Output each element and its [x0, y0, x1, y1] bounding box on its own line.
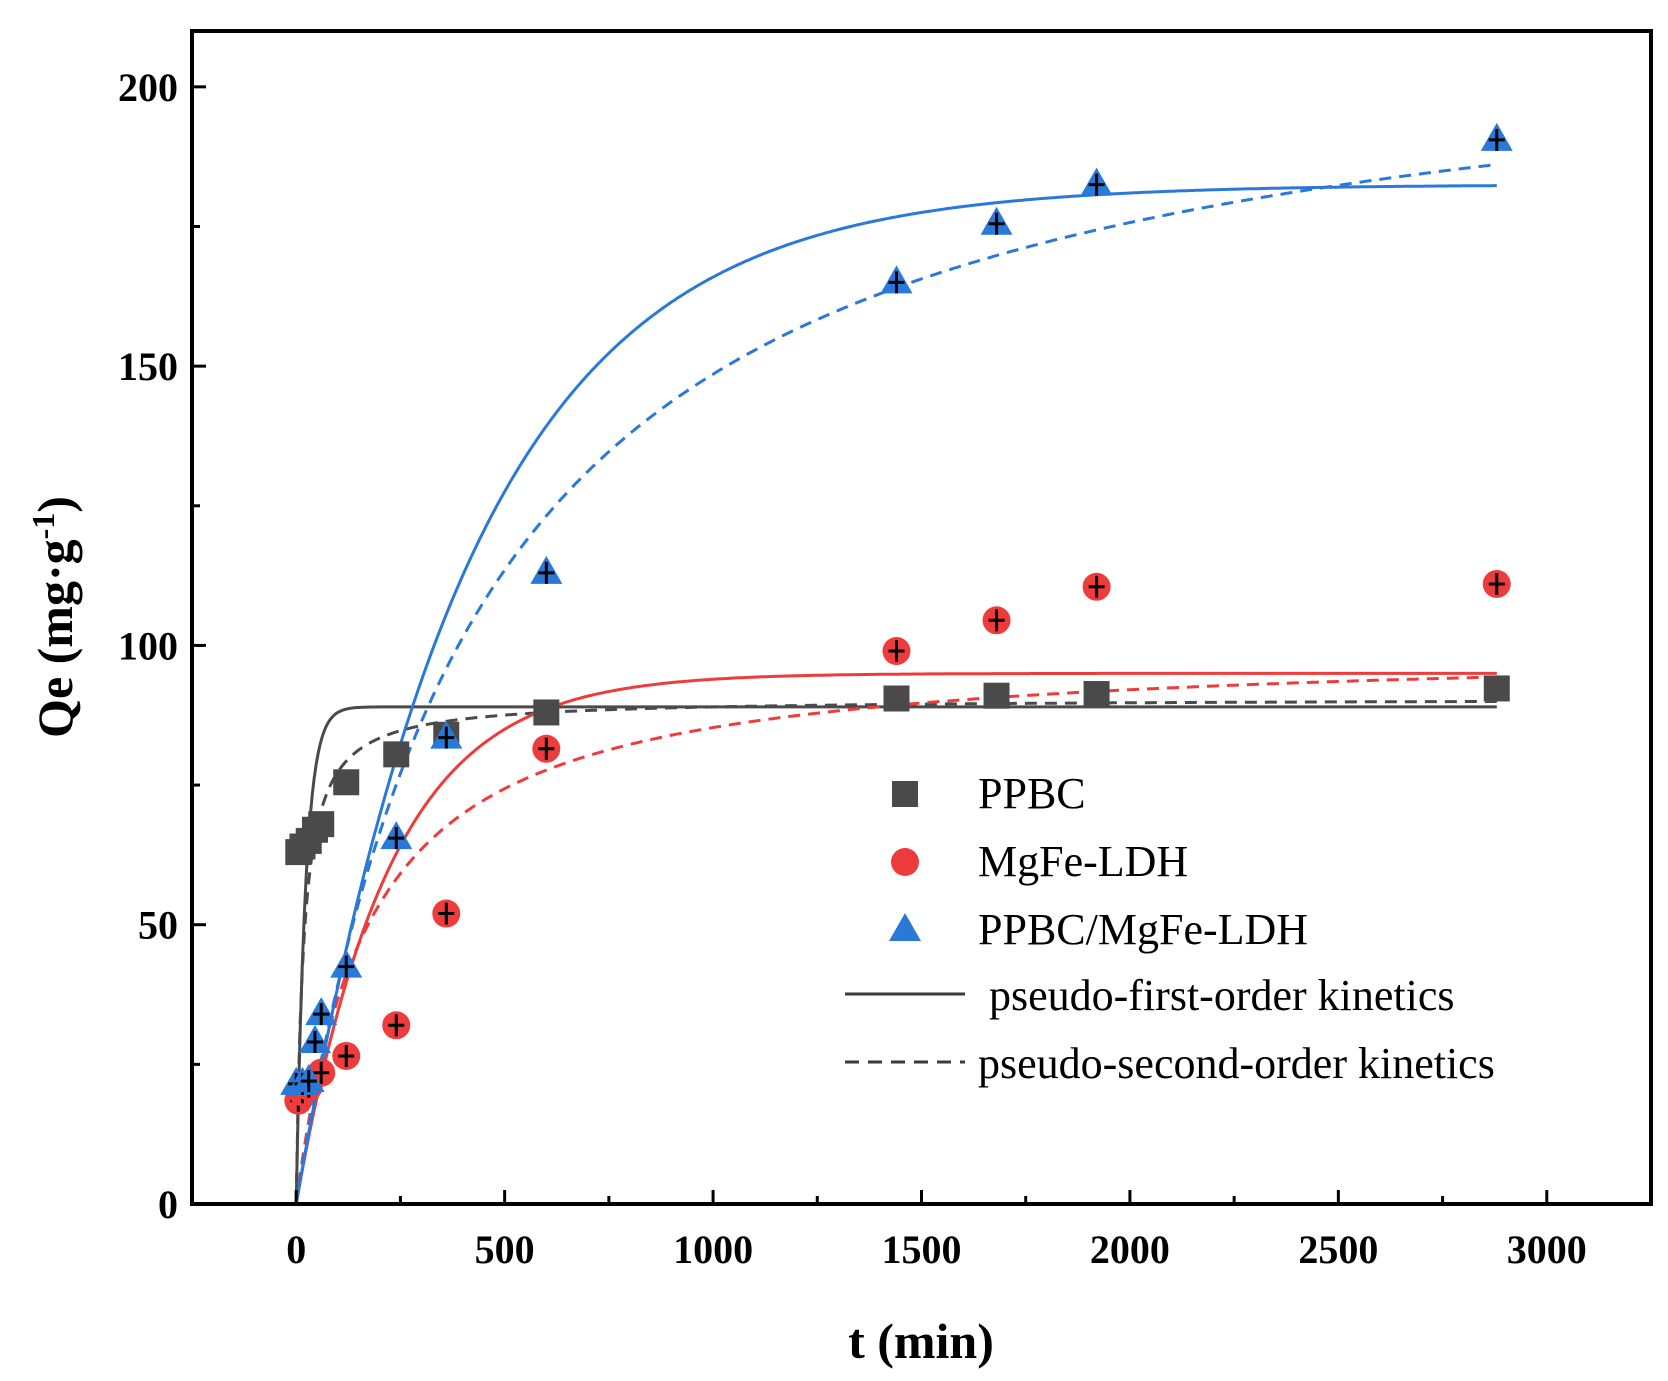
data-point-ppbc: [333, 769, 360, 796]
y-axis-title-base: Qe (mg·g: [27, 539, 83, 738]
legend-marker-ppbc: [892, 781, 918, 807]
legend-label-ppbc-mgfe-ldh: PPBC/MgFe-LDH: [978, 905, 1308, 954]
legend-label-pfo: pseudo-first-order kinetics: [978, 971, 1455, 1020]
data-point-ppbc: [983, 682, 1010, 709]
y-axis-title-close: ): [27, 496, 83, 513]
data-point-ppbc: [308, 811, 335, 838]
legend-marker-mgfe-ldh: [891, 848, 919, 876]
data-point-ppbc: [1083, 681, 1110, 708]
pfo-curve-ppbc-mgfe-ldh: [294, 184, 1497, 1205]
y-tick-label: 0: [158, 1182, 178, 1227]
legend-label-mgfe-ldh: MgFe-LDH: [978, 837, 1188, 886]
data-point-ppbc: [383, 741, 410, 768]
legend-label-pso: pseudo-second-order kinetics: [978, 1039, 1495, 1088]
data-points: [280, 122, 1513, 1115]
y-axis-title: Qe (mg·g-1): [25, 496, 83, 738]
x-tick-label: 3000: [1507, 1227, 1587, 1272]
data-point-ppbc: [1483, 675, 1510, 702]
x-tick-label: 500: [475, 1227, 535, 1272]
x-tick-label: 2500: [1298, 1227, 1378, 1272]
data-point-ppbc: [883, 685, 910, 712]
y-axis-title-superscript: -1: [25, 513, 61, 540]
x-tick-label: 1500: [882, 1227, 962, 1272]
y-tick-label: 150: [118, 344, 178, 389]
y-tick-label: 200: [118, 65, 178, 110]
pfo-curve-mgfe-ldh: [294, 671, 1497, 1205]
axis-ticks: [190, 85, 1653, 1206]
legend: PPBC MgFe-LDH PPBC/MgFe-LDH pseudo-first…: [845, 769, 1495, 1088]
x-tick-label: 0: [286, 1227, 306, 1272]
legend-marker-ppbc-mgfe-ldh: [889, 913, 921, 941]
legend-markers: [889, 781, 921, 941]
x-tick-label: 2000: [1090, 1227, 1170, 1272]
legend-label-ppbc: PPBC: [978, 769, 1086, 818]
y-tick-label: 50: [138, 903, 178, 948]
tick-labels: 0 500 1000 1500 2000 2500 3000 0 50 100 150 200: [118, 65, 1587, 1272]
x-tick-label: 1000: [673, 1227, 753, 1272]
y-tick-label: 100: [118, 623, 178, 668]
data-point-ppbc: [533, 699, 560, 726]
x-axis-title: t (min): [848, 1313, 994, 1369]
